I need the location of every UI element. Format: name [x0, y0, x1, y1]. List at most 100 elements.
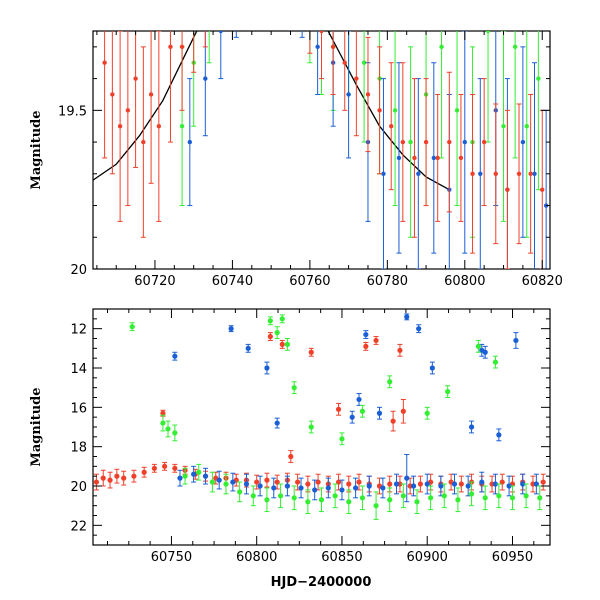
- top-y-tick-label: 19.5: [58, 104, 87, 119]
- bottom-green-point: [172, 424, 178, 442]
- top-blue-point: [415, 78, 421, 269]
- top-red-point: [117, 31, 123, 222]
- top-red-point: [148, 31, 154, 184]
- top-red-point: [156, 31, 162, 222]
- top-axes: 60720 60740 60760 60780 60800 60820 19.5 20: [58, 31, 563, 289]
- top-blue-point: [462, 31, 468, 254]
- bottom-red-point: [267, 332, 273, 341]
- bottom-green-point: [523, 483, 529, 509]
- top-blue-point: [477, 78, 483, 269]
- bottom-green-point: [475, 339, 481, 353]
- bottom-green-point: [455, 487, 461, 513]
- bottom-blue-point: [339, 479, 345, 501]
- top-red-point: [377, 46, 383, 175]
- bottom-y-tick-label: 22: [70, 519, 87, 534]
- top-red-point: [481, 78, 487, 207]
- bottom-blue-point: [243, 473, 250, 495]
- top-red-point: [319, 31, 324, 80]
- bottom-blue-point: [228, 325, 234, 333]
- top-red-point: [411, 78, 417, 238]
- bottom-red-point: [499, 473, 505, 491]
- bottom-data-marks: [93, 313, 546, 520]
- bottom-red-point: [107, 471, 113, 489]
- top-green-point: [512, 31, 518, 159]
- bottom-x-tick-label: 60800: [236, 550, 277, 565]
- top-blue-point: [284, 0, 289, 21]
- top-red-point: [296, 0, 301, 15]
- bottom-blue-point: [465, 475, 471, 497]
- bottom-green-point: [305, 489, 311, 515]
- bottom-axes: 60750 60800 60850 60900 60950 12 14 16 18 20 22: [70, 308, 550, 565]
- bottom-blue-point: [356, 393, 362, 406]
- top-red-point: [400, 62, 406, 222]
- bottom-green-point: [359, 404, 366, 418]
- bottom-blue-point: [216, 470, 222, 490]
- bottom-green-point: [441, 483, 447, 509]
- bottom-green-point: [332, 483, 338, 509]
- bottom-green-point: [284, 338, 290, 351]
- bottom-blue-point: [479, 471, 485, 493]
- bottom-red-point: [363, 341, 369, 351]
- bottom-y-tick-label: 20: [70, 480, 87, 495]
- top-red-point: [307, 31, 313, 54]
- bottom-green-point: [267, 316, 273, 326]
- bottom-y-tick-label: 14: [70, 362, 87, 377]
- top-x-tick-label: 60720: [134, 274, 175, 289]
- top-blue-point: [346, 31, 352, 159]
- top-blue-point: [299, 31, 305, 38]
- bottom-red-point: [100, 469, 106, 487]
- bottom-blue-point: [424, 473, 430, 495]
- bottom-red-point: [264, 472, 270, 488]
- top-x-tick-label: 60780: [367, 274, 408, 289]
- bottom-green-point: [223, 473, 229, 495]
- top-green-point: [392, 31, 398, 207]
- top-red-point: [446, 71, 452, 213]
- bottom-red-point: [397, 343, 403, 357]
- bottom-blue-point: [429, 361, 435, 375]
- bottom-blue-point: [298, 477, 304, 499]
- top-red-point: [528, 93, 534, 254]
- bottom-red-point: [373, 336, 379, 345]
- top-green-point: [439, 31, 445, 159]
- bottom-x-tick-label: 60950: [492, 550, 533, 565]
- top-y-axis-label: Magnitude: [29, 110, 44, 189]
- top-red-point: [140, 46, 146, 238]
- bottom-red-point: [305, 475, 311, 493]
- bottom-blue-point: [172, 351, 178, 361]
- bottom-blue-point: [245, 343, 251, 353]
- bottom-green-point: [492, 355, 499, 369]
- top-blue-point: [431, 62, 437, 254]
- bottom-red-point: [540, 473, 546, 491]
- top-green-point: [276, 0, 281, 6]
- bottom-blue-point: [230, 472, 236, 492]
- top-red-point: [539, 109, 545, 269]
- bottom-blue-point: [520, 473, 526, 495]
- bottom-blue-point: [376, 406, 383, 420]
- bottom-blue-point: [496, 428, 502, 442]
- bottom-blue-point: [312, 479, 318, 501]
- top-y-tick-label: 20: [70, 263, 87, 278]
- bottom-green-point: [291, 381, 297, 395]
- top-red-point: [458, 93, 464, 222]
- bottom-green-point: [428, 485, 434, 511]
- top-x-tick-label: 60820: [522, 274, 563, 289]
- bottom-red-point: [288, 450, 294, 463]
- bottom-blue-point: [506, 475, 512, 497]
- bottom-green-point: [129, 322, 135, 332]
- bottom-green-point: [182, 467, 188, 485]
- bottom-green-point: [387, 487, 393, 513]
- bottom-blue-point: [404, 313, 410, 321]
- top-blue-point: [396, 62, 402, 254]
- bottom-red-point: [308, 347, 314, 357]
- top-red-point: [125, 31, 131, 207]
- bottom-green-point: [424, 406, 430, 420]
- bottom-blue-point: [482, 345, 488, 359]
- bottom-blue-point: [366, 475, 372, 497]
- bottom-blue-point: [451, 473, 458, 495]
- top-blue-point: [187, 78, 193, 207]
- bottom-red-point: [417, 475, 424, 493]
- top-green-point: [524, 31, 530, 238]
- bottom-red-point: [356, 473, 362, 491]
- top-red-point: [353, 31, 359, 137]
